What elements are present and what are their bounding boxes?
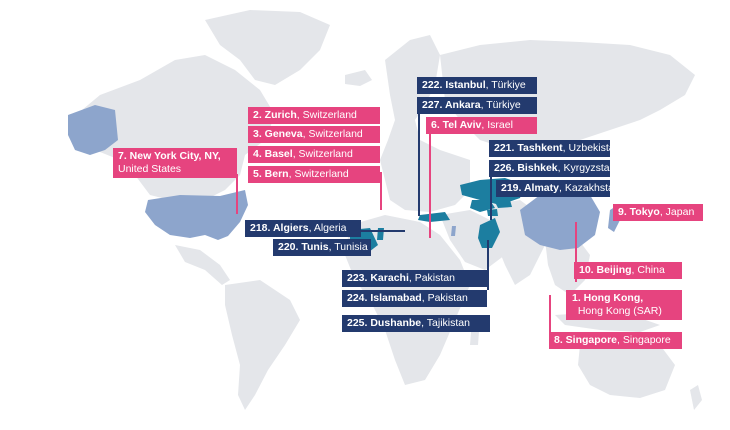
city-label-bern: 5. Bern, Switzerland xyxy=(248,166,380,183)
iceland-shape xyxy=(345,70,372,86)
alaska-shape xyxy=(68,105,118,155)
leader-line-north-africa xyxy=(345,230,405,232)
city-label-karachi: 223. Karachi, Pakistan xyxy=(342,270,487,287)
highlighted-countries-light xyxy=(68,105,620,250)
leader-line-central-asia xyxy=(490,172,492,220)
australia-shape xyxy=(578,335,675,398)
leader-line-pakistan xyxy=(487,240,489,290)
city-label-telaviv: 6. Tel Aviv, Israel xyxy=(426,117,537,134)
city-label-tashkent: 221. Tashkent, Uzbekistan xyxy=(489,140,620,157)
southeast-asia-shape xyxy=(545,235,590,295)
city-label-almaty: 219. Almaty, Kazakhstan xyxy=(496,180,620,197)
leader-line-telaviv xyxy=(429,124,431,238)
uzbekistan-shape xyxy=(470,200,495,212)
leader-line-turkiye xyxy=(418,108,420,216)
new-zealand-shape xyxy=(690,385,702,410)
city-label-beijing: 10. Beijing, China xyxy=(574,262,682,279)
city-label-basel: 4. Basel, Switzerland xyxy=(248,146,380,163)
city-label-singapore: 8. Singapore, Singapore xyxy=(549,332,682,349)
city-label-geneva: 3. Geneva, Switzerland xyxy=(248,126,380,143)
city-label-tokyo: 9. Tokyo, Japan xyxy=(613,204,703,221)
leader-line-nyc xyxy=(236,174,238,214)
central-america-shape xyxy=(175,245,230,285)
land-masses xyxy=(70,10,702,410)
china-shape xyxy=(520,190,600,250)
city-label-tunis: 220. Tunis, Tunisia xyxy=(273,239,371,256)
pakistan-shape xyxy=(478,218,500,248)
city-label-istanbul: 222. Istanbul, Türkiye xyxy=(417,77,537,94)
greenland-shape xyxy=(205,10,330,85)
city-label-islamabad: 224. Islamabad, Pakistan xyxy=(342,290,487,307)
city-label-bishkek: 226. Bishkek, Kyrgyzstan xyxy=(489,160,615,177)
city-label-dushanbe: 225. Dushanbe, Tajikistan xyxy=(342,315,490,332)
leader-line-southeast xyxy=(549,295,551,335)
city-label-algiers: 218. Algiers, Algeria xyxy=(245,220,361,237)
city-label-zurich: 2. Zurich, Switzerland xyxy=(248,107,380,124)
europe-shape xyxy=(380,35,470,212)
city-label-ankara: 227. Ankara, Türkiye xyxy=(417,97,537,114)
south-america-shape xyxy=(225,280,300,410)
kyrgyzstan-shape xyxy=(495,200,512,208)
city-label-hongkong: 1. Hong Kong, Hong Kong (SAR) xyxy=(566,290,682,320)
tajikistan-shape xyxy=(487,209,498,216)
usa-shape xyxy=(145,190,248,240)
turkiye-shape xyxy=(418,212,450,222)
leader-line-asia-east xyxy=(575,222,577,282)
city-label-nyc: 7. New York City, NY, United States xyxy=(113,148,237,178)
israel-shape xyxy=(451,226,456,236)
leader-line-europe xyxy=(380,172,382,210)
